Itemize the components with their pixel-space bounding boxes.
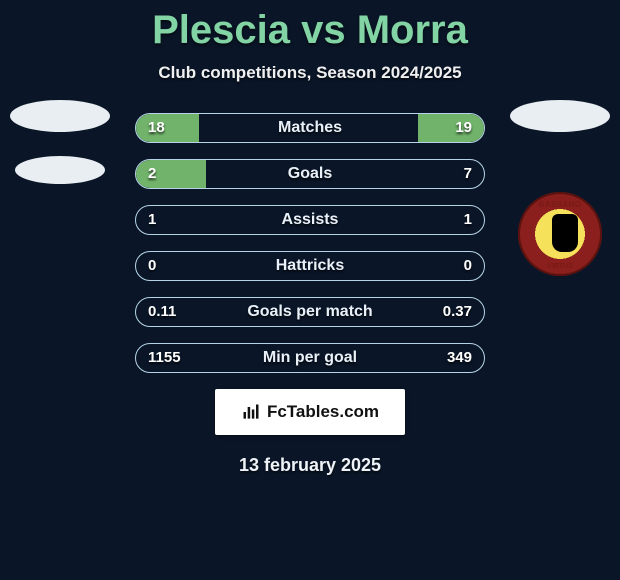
stat-row-goals: 2 Goals 7 <box>135 159 485 189</box>
snapshot-date: 13 february 2025 <box>0 455 620 476</box>
player-left-badge <box>10 100 110 200</box>
stat-label: Matches <box>136 114 484 142</box>
stat-value-right: 1 <box>464 206 472 234</box>
stat-label: Goals <box>136 160 484 188</box>
fctables-logo: FcTables.com <box>215 389 405 435</box>
stat-label: Min per goal <box>136 344 484 372</box>
chart-icon <box>241 402 261 422</box>
stat-row-min-per-goal: 1155 Min per goal 349 <box>135 343 485 373</box>
stat-row-goals-per-match: 0.11 Goals per match 0.37 <box>135 297 485 327</box>
stat-label: Assists <box>136 206 484 234</box>
logo-text: FcTables.com <box>267 402 379 422</box>
stat-row-matches: 18 Matches 19 <box>135 113 485 143</box>
crest-top-text: BASSANO <box>518 200 602 209</box>
stats-bars: 18 Matches 19 2 Goals 7 1 Assists 1 0 Ha… <box>135 113 485 373</box>
club-crest-icon: BASSANO VIRTUS <box>518 192 602 276</box>
stat-value-right: 0.37 <box>443 298 472 326</box>
player-right-badge: BASSANO VIRTUS <box>510 100 610 200</box>
stat-row-assists: 1 Assists 1 <box>135 205 485 235</box>
stat-row-hattricks: 0 Hattricks 0 <box>135 251 485 281</box>
crest-bottom-text: VIRTUS <box>518 263 602 270</box>
stat-value-right: 0 <box>464 252 472 280</box>
stat-label: Goals per match <box>136 298 484 326</box>
stat-label: Hattricks <box>136 252 484 280</box>
page-title: Plescia vs Morra <box>0 0 620 53</box>
placeholder-oval-icon <box>510 100 610 132</box>
stat-value-right: 7 <box>464 160 472 188</box>
stat-value-right: 349 <box>447 344 472 372</box>
placeholder-oval-icon <box>10 100 110 132</box>
page-subtitle: Club competitions, Season 2024/2025 <box>0 63 620 83</box>
stat-value-right: 19 <box>455 114 472 142</box>
placeholder-oval-icon <box>15 156 105 184</box>
